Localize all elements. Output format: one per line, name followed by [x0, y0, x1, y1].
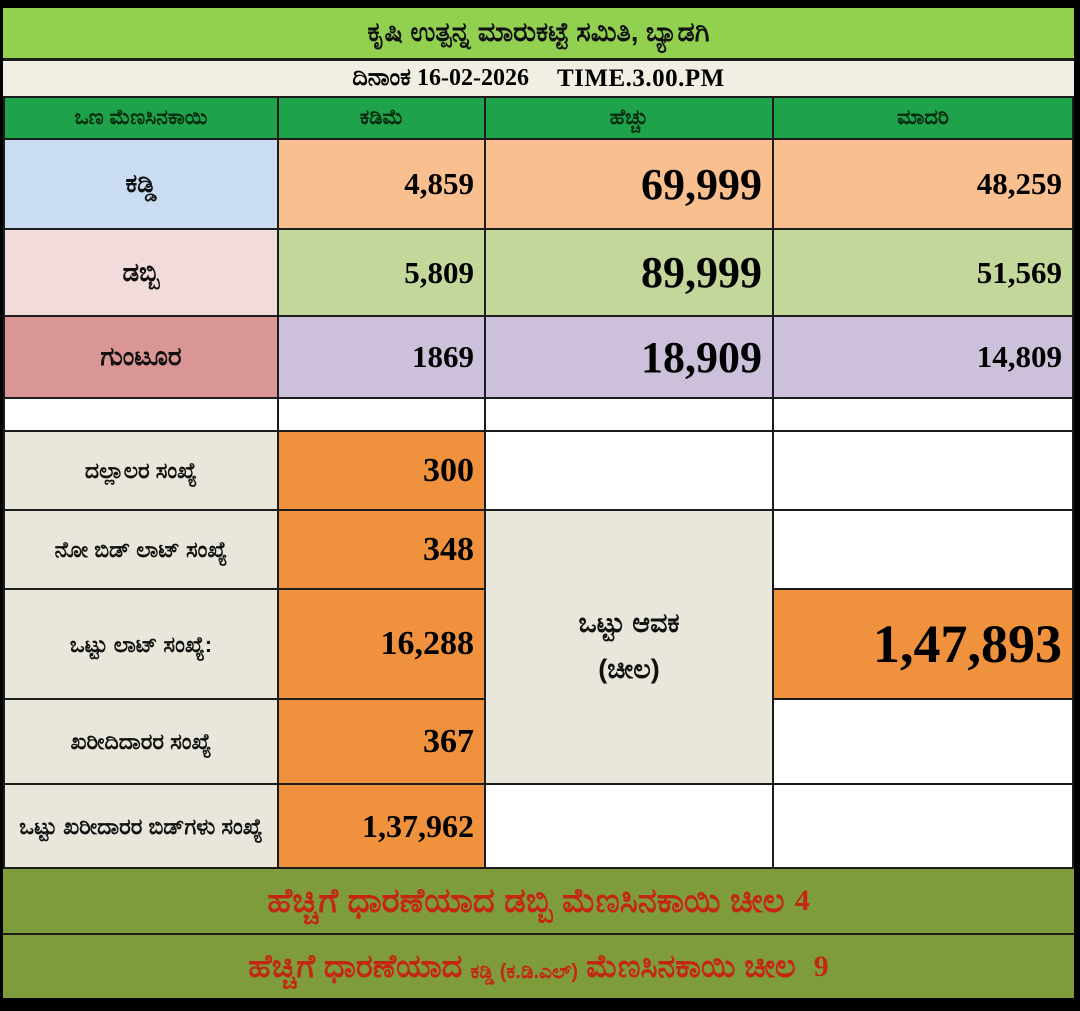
column-header-commodity: ಒಣ ಮೆಣಸಿನಕಾಯಿ: [5, 98, 277, 138]
empty-cell: [774, 432, 1072, 509]
stat-value-total-buyer-bids: 1,37,962: [279, 785, 484, 867]
total-arrival-value: 1,47,893: [774, 590, 1072, 698]
date-label: ದಿನಾಂಕ 16-02-2026: [352, 65, 529, 91]
divider: [3, 58, 1074, 61]
empty-cell: [774, 700, 1072, 783]
min-price-cell: 5,809: [279, 230, 484, 315]
empty-cell: [486, 399, 772, 430]
stat-value-brokers: 300: [279, 432, 484, 509]
footer-notice-kaddi: ಹೆಚ್ಚಿಗೆ ಧಾರಣೆಯಾದ ಕಡ್ಡಿ (ಕ.ಡಿ.ಎಲ್) ಮೆಣಸಿ…: [3, 935, 1074, 998]
column-header-min: ಕಡಿಮೆ: [279, 98, 484, 138]
variety-cell: ಡಬ್ಬಿ: [5, 230, 277, 315]
max-price-cell: 18,909: [486, 317, 772, 397]
total-arrival-label: ಒಟ್ಟು ಆವಕ (ಚೀಲ): [486, 511, 772, 783]
board-title: ಕೃಷಿ ಉತ್ಪನ್ನ ಮಾರುಕಟ್ಟೆ ಸಮಿತಿ, ಬ್ಯಾಡಗಿ: [3, 8, 1074, 58]
min-price-cell: 4,859: [279, 140, 484, 228]
min-price-cell: 1869: [279, 317, 484, 397]
column-header-modal: ಮಾದರಿ: [774, 98, 1072, 138]
stat-label-buyers: ಖರೀದಿದಾರರ ಸಂಖ್ಯೆ: [5, 700, 277, 783]
divider: [3, 933, 1074, 935]
max-price-cell: 69,999: [486, 140, 772, 228]
column-header-max: ಹೆಚ್ಚು: [486, 98, 772, 138]
empty-cell: [486, 432, 772, 509]
total-arrival-label-line2: (ಚೀಲ): [598, 654, 660, 684]
time-label: TIME.3.00.PM: [556, 64, 725, 92]
empty-cell: [486, 785, 772, 867]
stat-label-total-buyer-bids: ಒಟ್ಟು ಖರೀದಾರರ ಬಿಡ್‌ಗಳು ಸಂಖ್ಯೆ: [5, 785, 277, 867]
footer-notice-kaddi-after: ಮೆಣಸಿನಕಾಯಿ ಚೀಲ: [586, 947, 796, 984]
stat-value-total-lots: 16,288: [279, 590, 484, 698]
modal-price-cell: 48,259: [774, 140, 1072, 228]
empty-cell: [774, 399, 1072, 430]
price-stats-table: ಒಣ ಮೆಣಸಿನಕಾಯಿ ಕಡಿಮೆ ಹೆಚ್ಚು ಮಾದರಿ ಕಡ್ಡಿ 4…: [3, 96, 1074, 869]
stat-value-buyers: 367: [279, 700, 484, 783]
modal-price-cell: 14,809: [774, 317, 1072, 397]
total-arrival-label-line1: ಒಟ್ಟು ಆವಕ: [578, 608, 680, 638]
empty-cell: [774, 511, 1072, 588]
empty-cell: [5, 399, 277, 430]
max-price-cell: 89,999: [486, 230, 772, 315]
empty-cell: [774, 785, 1072, 867]
stat-label-total-lots: ಒಟ್ಟು ಲಾಟ್ ಸಂಖ್ಯೆ:: [5, 590, 277, 698]
stat-label-no-bid-lots: ನೋ ಬಿಡ್ ಲಾಟ್ ಸಂಖ್ಯೆ: [5, 511, 277, 588]
variety-cell: ಗುಂಟೂರ: [5, 317, 277, 397]
footer-notice-kaddi-before: ಹೆಚ್ಚಿಗೆ ಧಾರಣೆಯಾದ: [248, 947, 463, 984]
footer-notice-dabbi-text: ಹೆಚ್ಚಿಗೆ ಧಾರಣೆಯಾದ ಡಬ್ಬಿ ಮೆಣಸಿನಕಾಯಿ ಚೀಲ: [267, 881, 785, 920]
footer-notice-kaddi-small: ಕಡ್ಡಿ (ಕ.ಡಿ.ಎಲ್): [470, 961, 579, 983]
date-time-row: ದಿನಾಂಕ 16-02-2026 TIME.3.00.PM: [3, 61, 1074, 96]
empty-cell: [279, 399, 484, 430]
footer-notice-kaddi-count: 9: [813, 949, 829, 983]
stat-value-no-bid-lots: 348: [279, 511, 484, 588]
footer-notice-dabbi: ಹೆಚ್ಚಿಗೆ ಧಾರಣೆಯಾದ ಡಬ್ಬಿ ಮೆಣಸಿನಕಾಯಿ ಚೀಲ 4: [3, 869, 1074, 933]
stat-label-brokers: ದಲ್ಲಾಲರ ಸಂಖ್ಯೆ: [5, 432, 277, 509]
footer-notice-dabbi-count: 4: [794, 884, 810, 917]
modal-price-cell: 51,569: [774, 230, 1072, 315]
variety-cell: ಕಡ್ಡಿ: [5, 140, 277, 228]
